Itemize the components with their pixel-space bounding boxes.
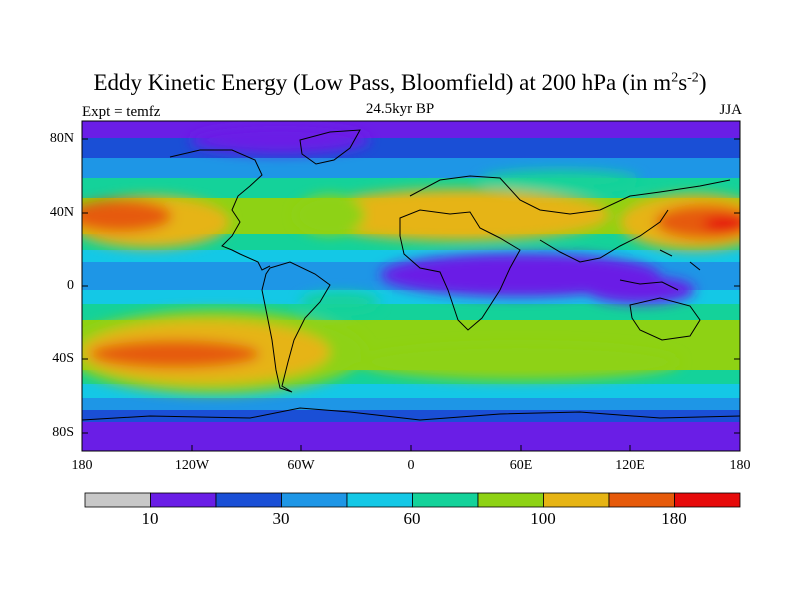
lat-label-80s: 80S [52,425,74,440]
colorbar-bin-9 [608,492,675,508]
lat-label-40s: 40S [52,351,74,366]
lat-label-80n: 80N [49,131,74,146]
lat-label-40n: 40N [49,205,74,220]
colorbar-label-100: 100 [530,509,556,528]
lon-label-60w: 60W [287,458,315,473]
axis-ticks [81,138,741,451]
experiment-label: Expt = temfz [82,104,161,120]
colorbar-bin-10 [674,492,741,508]
lat-label-0: 0 [67,278,74,293]
season-label: JJA [719,102,742,118]
map-title: Eddy Kinetic Energy (Low Pass, Bloomfiel… [93,70,707,95]
energy-field [82,121,740,451]
colorbar-label-30: 30 [272,509,290,528]
colorbar-bin-8 [543,492,610,508]
colorbar-bin-6 [412,492,479,508]
lon-label-180w: 180 [71,458,93,473]
lon-label-120w: 120W [174,458,210,473]
coastlines [82,129,740,421]
colorbar [84,492,741,508]
colorbar-bin-5 [346,492,413,508]
lon-label-0: 0 [407,458,415,473]
colorbar-bin-1 [84,492,151,508]
colorbar-bin-7 [477,492,544,508]
map-subtitle: 24.5kyr BP [365,101,435,117]
colorbar-label-60: 60 [403,509,421,528]
lon-label-180e: 180 [729,458,751,473]
lon-label-60e: 60E [509,458,533,473]
colorbar-label-180: 180 [661,509,687,528]
colorbar-bin-4 [281,492,348,508]
colorbar-label-10: 10 [141,509,159,528]
colorbar-bin-3 [215,492,282,508]
lon-label-120e: 120E [615,458,645,473]
colorbar-bin-2 [150,492,217,508]
